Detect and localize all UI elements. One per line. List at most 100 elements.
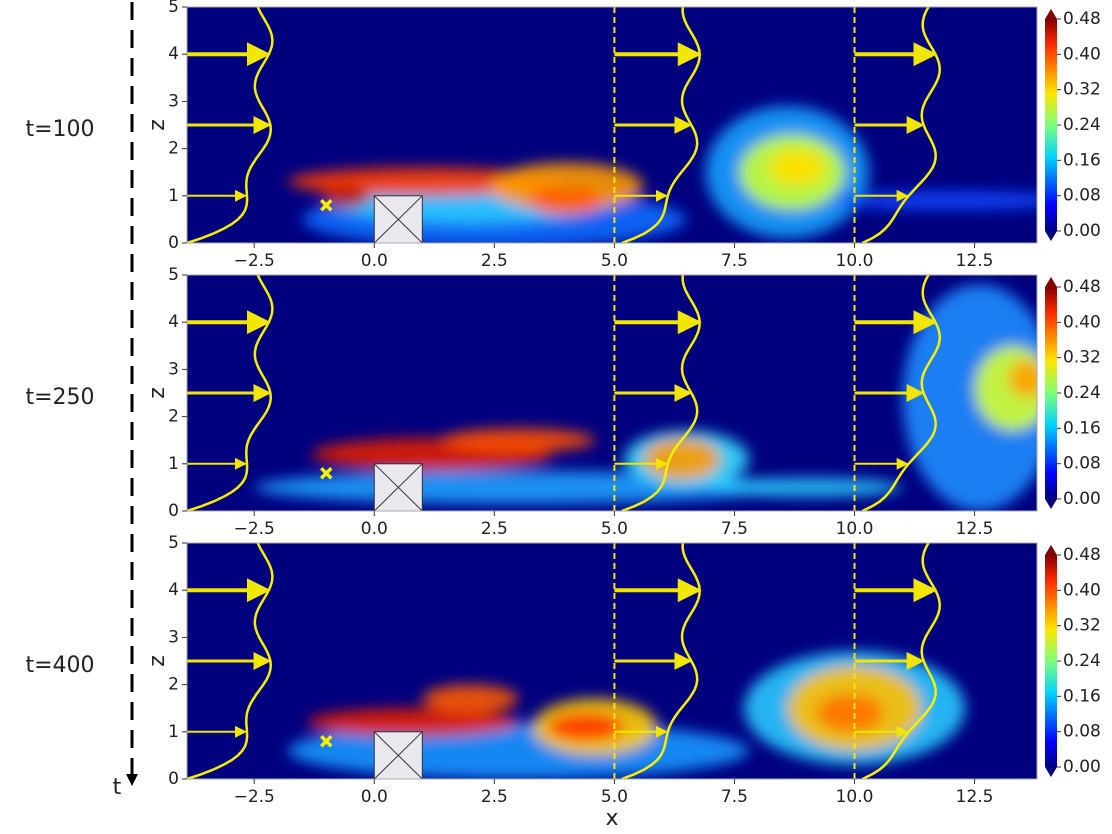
x-tick-label: −2.5 <box>234 519 275 539</box>
source-marker <box>320 199 333 212</box>
obstacle-cross <box>373 195 423 243</box>
panel-title: t=250 <box>25 385 94 410</box>
y-tick-label: 3 <box>168 627 179 647</box>
plume-blob <box>441 428 596 453</box>
plume-blob <box>321 188 370 208</box>
field <box>187 7 1037 243</box>
colorbar <box>1045 19 1057 231</box>
y-tick-label: 5 <box>168 533 179 553</box>
colorbar-max <box>1045 9 1057 19</box>
colorbar <box>1045 287 1057 499</box>
panel-title: t=100 <box>25 117 94 142</box>
x-tick-label: −2.5 <box>234 787 275 807</box>
obstacle-cross <box>373 731 423 779</box>
y-tick-label: 5 <box>168 0 179 17</box>
x-tick-label: 5.0 <box>601 787 628 807</box>
y-tick-label: 0 <box>168 501 179 521</box>
colorbar-tick-label: 0.48 <box>1063 545 1101 565</box>
plume-blob <box>768 148 826 187</box>
y-tick-label: 0 <box>168 769 179 789</box>
plume-blob <box>1008 359 1037 398</box>
x-tick-label: −2.5 <box>234 251 275 271</box>
y-tick-label: 4 <box>168 312 179 332</box>
x-tick-label: 7.5 <box>721 787 748 807</box>
colorbar-tick-label: 0.00 <box>1063 221 1101 241</box>
obstacle-cross <box>373 463 423 511</box>
colorbar-tick-label: 0.00 <box>1063 757 1101 777</box>
colorbar-tick-label: 0.24 <box>1063 651 1101 671</box>
x-tick-label: 0.0 <box>361 787 388 807</box>
colorbar-tick-label: 0.40 <box>1063 44 1101 64</box>
colorbar-max <box>1045 277 1057 287</box>
x-axis-label: x <box>605 806 618 830</box>
x-tick-label: 12.5 <box>956 251 994 271</box>
y-tick-label: 1 <box>168 454 179 474</box>
y-tick-label: 3 <box>168 91 179 111</box>
plume-blob <box>830 191 1037 210</box>
colorbar-min <box>1045 231 1057 241</box>
y-axis-label: z <box>145 655 170 667</box>
x-tick-label: 5.0 <box>601 251 628 271</box>
plot-frame <box>186 6 1038 244</box>
colorbar-tick-label: 0.16 <box>1063 418 1101 438</box>
colorbar-tick-label: 0.08 <box>1063 186 1101 206</box>
colorbar-tick-label: 0.48 <box>1063 9 1101 29</box>
x-tick-label: 12.5 <box>956 519 994 539</box>
y-tick-label: 2 <box>168 675 179 695</box>
plume-blob <box>422 684 519 713</box>
colorbar-tick-label: 0.32 <box>1063 616 1101 636</box>
colorbar-tick-label: 0.48 <box>1063 277 1101 297</box>
plume-blob <box>816 694 884 732</box>
source-marker <box>320 467 333 480</box>
y-tick-label: 2 <box>168 407 179 427</box>
plume-blob <box>643 437 721 481</box>
colorbar-tick-label: 0.08 <box>1063 722 1101 742</box>
plot-frame <box>186 274 1038 512</box>
x-tick-label: 2.5 <box>481 519 508 539</box>
colorbar-tick-label: 0.00 <box>1063 489 1101 509</box>
panel-title: t=400 <box>25 653 94 678</box>
y-tick-label: 3 <box>168 359 179 379</box>
x-tick-label: 10.0 <box>836 251 874 271</box>
colorbar-max <box>1045 545 1057 555</box>
colorbar-tick-label: 0.16 <box>1063 686 1101 706</box>
plume <box>254 284 1037 511</box>
x-tick-label: 0.0 <box>361 251 388 271</box>
colorbar-min <box>1045 767 1057 777</box>
x-tick-label: 7.5 <box>721 251 748 271</box>
y-tick-label: 1 <box>168 722 179 742</box>
y-axis-label: z <box>145 119 170 131</box>
x-tick-label: 12.5 <box>956 787 994 807</box>
x-tick-label: 0.0 <box>361 519 388 539</box>
x-tick-label: 5.0 <box>601 519 628 539</box>
x-tick-label: 10.0 <box>836 519 874 539</box>
source-marker <box>320 735 333 748</box>
colorbar-tick-label: 0.40 <box>1063 580 1101 600</box>
colorbar-tick-label: 0.32 <box>1063 348 1101 368</box>
x-tick-label: 7.5 <box>721 519 748 539</box>
colorbar-tick-label: 0.24 <box>1063 115 1101 135</box>
colorbar-tick-label: 0.16 <box>1063 150 1101 170</box>
plot-frame <box>186 542 1038 780</box>
plume-blob <box>902 284 1037 511</box>
plume-blob <box>527 186 605 215</box>
x-tick-label: 10.0 <box>836 787 874 807</box>
y-tick-label: 1 <box>168 186 179 206</box>
time-label: t <box>113 775 122 800</box>
y-axis-label: z <box>145 387 170 399</box>
plume-blob <box>489 162 644 210</box>
plume-blob <box>307 708 519 737</box>
plume-blob <box>710 477 903 497</box>
colorbar-min <box>1045 499 1057 509</box>
x-tick-label: 2.5 <box>481 251 508 271</box>
colorbar-tick-label: 0.24 <box>1063 383 1101 403</box>
plume-blob <box>547 712 625 742</box>
colorbar-tick-label: 0.08 <box>1063 454 1101 474</box>
colorbar <box>1045 555 1057 767</box>
field <box>187 543 1037 779</box>
y-tick-label: 4 <box>168 580 179 600</box>
field <box>187 275 1037 511</box>
plume <box>287 106 1037 243</box>
y-tick-label: 4 <box>168 44 179 64</box>
